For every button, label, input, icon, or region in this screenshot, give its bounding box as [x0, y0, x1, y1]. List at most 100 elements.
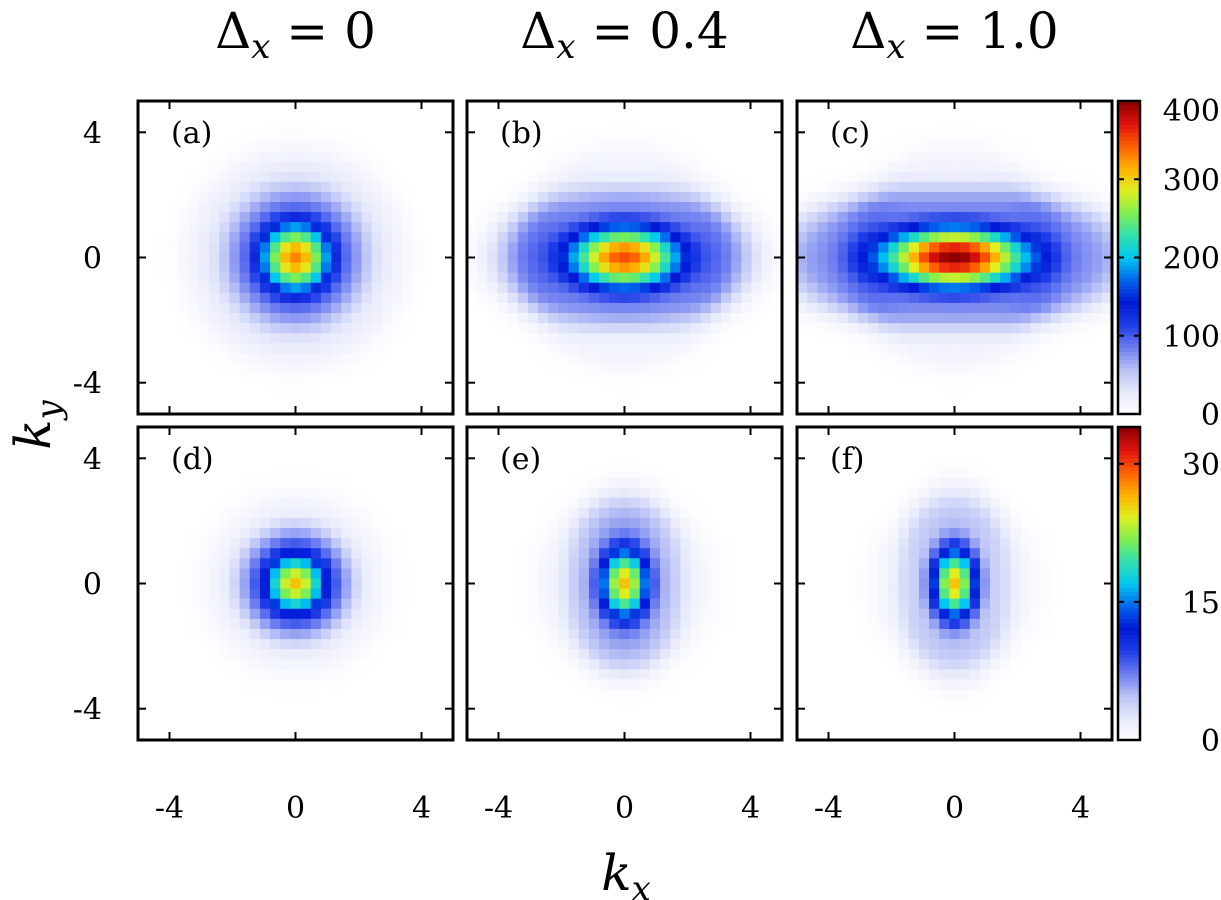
- heatmap-cell: [402, 487, 413, 499]
- heatmap-cell: [158, 393, 170, 405]
- heatmap-cell: [690, 467, 702, 479]
- heatmap-cell: [331, 302, 342, 314]
- heatmap-cell: [198, 477, 210, 489]
- heatmap-cell: [209, 383, 220, 395]
- heatmap-cell: [422, 457, 434, 468]
- heatmap-cell: [700, 343, 712, 355]
- heatmap-cell: [178, 181, 190, 193]
- heatmap-cell: [548, 507, 560, 519]
- heatmap-cell: [599, 618, 610, 630]
- heatmap-cell: [939, 393, 951, 405]
- heatmap-cell: [259, 729, 271, 741]
- heatmap-cell: [290, 437, 302, 448]
- heatmap-cell: [878, 252, 890, 264]
- heatmap-cell: [178, 323, 190, 334]
- y-tick-label: 4: [83, 116, 102, 151]
- heatmap-cell: [432, 538, 444, 549]
- heatmap-cell: [432, 262, 444, 274]
- colorbar-swatch: [1118, 355, 1140, 360]
- heatmap-cell: [710, 111, 722, 122]
- heatmap-cell: [331, 497, 342, 509]
- heatmap-cell: [670, 262, 681, 274]
- heatmap-cell: [990, 191, 1001, 203]
- heatmap-cell: [219, 527, 231, 539]
- heatmap-cell: [1010, 302, 1022, 314]
- heatmap-cell: [619, 689, 631, 701]
- heatmap-cell: [249, 262, 261, 274]
- heatmap-cell: [538, 111, 549, 122]
- heatmap-cell: [219, 588, 231, 600]
- heatmap-cell: [710, 548, 722, 559]
- heatmap-cell: [929, 323, 940, 334]
- heatmap-cell: [599, 363, 610, 375]
- heatmap-cell: [331, 181, 342, 193]
- heatmap-cell: [392, 313, 403, 324]
- heatmap-cell: [310, 719, 322, 731]
- column-title-value: = 0.4: [576, 2, 729, 60]
- heatmap-cell: [467, 507, 478, 519]
- heatmap-cell: [148, 252, 159, 264]
- heatmap-cell: [908, 323, 920, 334]
- heatmap-cell: [1010, 383, 1022, 395]
- heatmap-cell: [949, 363, 961, 375]
- heatmap-cell: [680, 333, 692, 344]
- heatmap-cell: [538, 699, 549, 711]
- heatmap-cell: [599, 659, 610, 670]
- heatmap-cell: [392, 272, 403, 284]
- heatmap-cell: [939, 232, 951, 243]
- heatmap-cell: [670, 242, 681, 254]
- heatmap-cell: [229, 608, 241, 620]
- heatmap-cell: [188, 517, 200, 529]
- heatmap-cell: [219, 141, 231, 153]
- heatmap-cell: [1091, 272, 1103, 284]
- heatmap-cell: [168, 232, 180, 243]
- heatmap-cell: [300, 252, 312, 264]
- heatmap-cell: [1020, 373, 1032, 385]
- heatmap-cell: [219, 363, 231, 375]
- heatmap-cell: [629, 669, 641, 681]
- heatmap-cell: [847, 151, 859, 163]
- heatmap-cell: [290, 538, 302, 549]
- heatmap-cell: [219, 649, 231, 660]
- heatmap-cell: [888, 121, 900, 132]
- heatmap-cell: [548, 373, 560, 385]
- heatmap-cell: [229, 669, 241, 681]
- heatmap-cell: [178, 121, 190, 132]
- heatmap-cell: [710, 121, 722, 132]
- heatmap-cell: [1081, 212, 1093, 223]
- heatmap-cell: [797, 242, 808, 254]
- heatmap-cell: [680, 201, 692, 213]
- heatmap-cell: [690, 507, 702, 519]
- heatmap-cell: [639, 427, 651, 438]
- heatmap-cell: [837, 212, 849, 223]
- heatmap-cell: [629, 588, 641, 600]
- heatmap-cell: [527, 457, 539, 468]
- heatmap-cell: [939, 171, 951, 183]
- heatmap-cell: [721, 292, 732, 304]
- heatmap-cell: [568, 719, 580, 731]
- heatmap-cell: [741, 457, 753, 468]
- heatmap-cell: [1020, 393, 1032, 405]
- heatmap-cell: [898, 222, 910, 233]
- heatmap-cell: [741, 628, 753, 640]
- heatmap-cell: [817, 302, 829, 314]
- heatmap-cell: [741, 477, 753, 489]
- heatmap-cell: [507, 649, 519, 660]
- heatmap-cell: [548, 639, 560, 650]
- heatmap-cell: [392, 568, 403, 580]
- heatmap-cell: [477, 558, 488, 569]
- heatmap-cell: [158, 343, 170, 355]
- heatmap-cell: [392, 403, 403, 415]
- heatmap-cell: [1010, 403, 1022, 415]
- heatmap-cell: [148, 191, 159, 203]
- heatmap-cell: [497, 252, 509, 264]
- heatmap-cell: [467, 517, 478, 529]
- heatmap-cell: [1020, 161, 1032, 173]
- heatmap-cell: [700, 353, 712, 365]
- heatmap-cell: [300, 427, 312, 438]
- heatmap-cell: [517, 201, 529, 213]
- heatmap-cell: [568, 467, 580, 479]
- heatmap-cell: [660, 639, 671, 650]
- heatmap-cell: [578, 313, 590, 324]
- heatmap-cell: [797, 393, 808, 405]
